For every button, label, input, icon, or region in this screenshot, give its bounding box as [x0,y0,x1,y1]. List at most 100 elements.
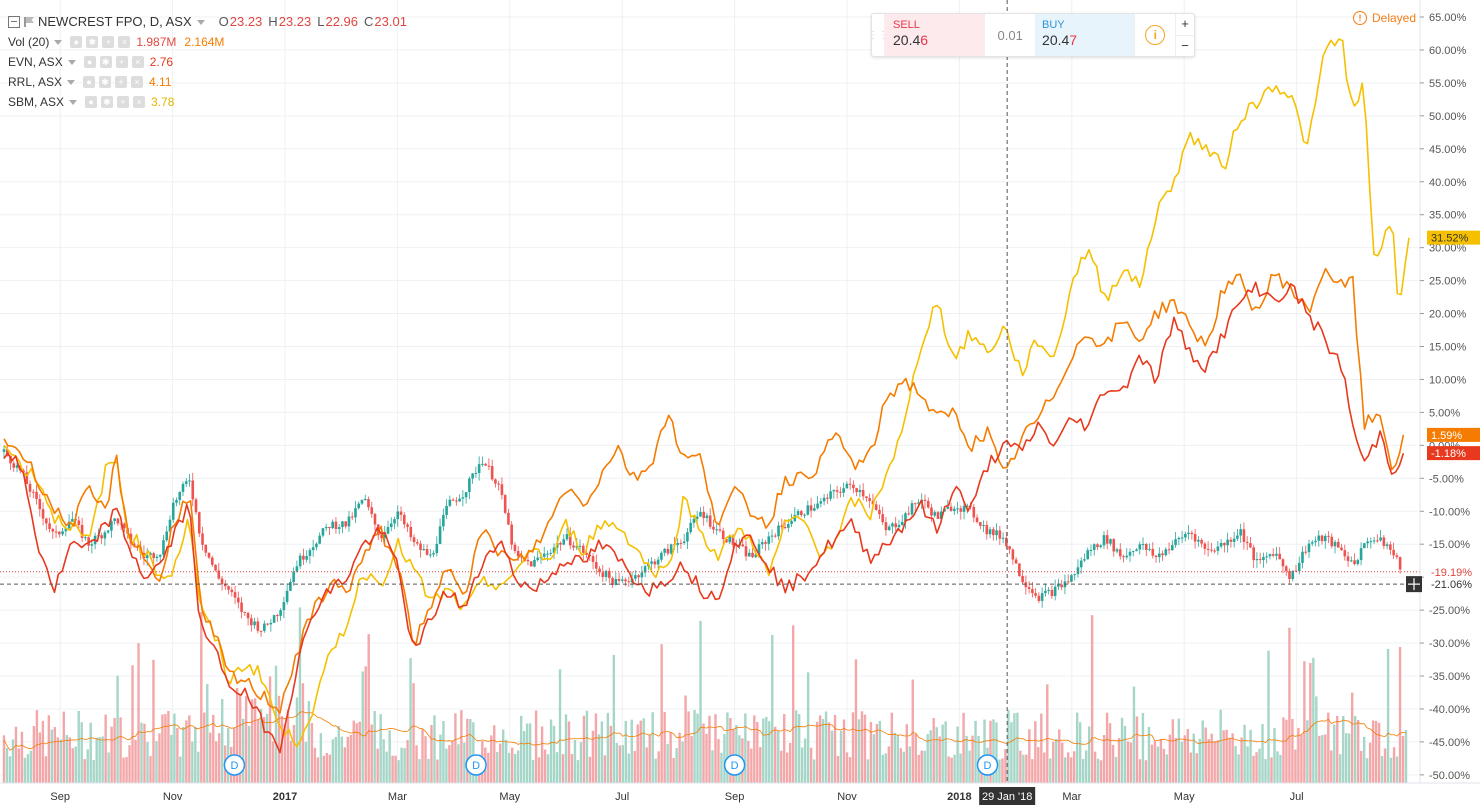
candle-body [1333,541,1337,547]
gear-icon[interactable]: ✱ [99,76,112,88]
minus-button[interactable]: − [1181,37,1189,53]
gear-icon[interactable]: ✱ [101,96,114,108]
indicator-name[interactable]: Vol (20) [8,35,50,49]
close-icon[interactable]: × [131,76,144,88]
candle-body [152,553,156,559]
volume-bar [173,713,176,783]
gear-icon[interactable]: ✱ [99,56,112,68]
candle-body [1216,546,1220,551]
add-icon[interactable]: + [102,36,115,48]
candle-body [1131,551,1135,553]
buy-button[interactable]: BUY 20.47 [1035,14,1135,56]
volume-bar [286,709,290,783]
drag-handle-icon[interactable]: ⋮⋮ [868,29,888,41]
volume-bar [708,715,711,783]
dividend-marker[interactable]: D [976,754,999,776]
eye-icon[interactable]: ● [83,56,96,68]
candle-body [718,529,722,531]
symbol-row[interactable]: NEWCREST FPO, D, ASX O 23.23 H 23.23 L 22.9… [8,12,407,32]
volume-bar [549,719,553,783]
indicator-row-volume[interactable]: Vol (20) ● ✱ + × 1.987M 2.164M [8,32,407,52]
volume-bar [702,723,705,783]
info-button[interactable]: i [1134,14,1175,56]
candle-body [686,532,689,542]
volume-bar [1010,722,1013,783]
delayed-status[interactable]: ! Delayed [1353,11,1416,25]
add-icon[interactable]: + [117,96,130,108]
close-icon[interactable]: × [118,36,131,48]
volume-bar [433,715,436,783]
candle-body [162,540,165,555]
dividend-marker[interactable]: D [223,754,246,776]
candle-body [282,602,286,611]
eye-icon[interactable]: ● [83,76,96,88]
volume-bar [908,746,911,783]
volume-bar [83,759,86,783]
candle-body [373,513,377,525]
chevron-down-icon[interactable] [69,99,78,105]
info-icon[interactable]: i [1145,25,1166,45]
chevron-down-icon[interactable] [54,39,63,45]
close-icon[interactable]: × [131,56,144,68]
add-icon[interactable]: + [115,76,128,88]
candle-body [204,544,208,553]
volume-bar [636,724,639,783]
volume-bar [53,727,57,783]
dividend-marker[interactable]: D [723,754,746,776]
candle-body [1171,545,1174,551]
indicator-row-sbm[interactable]: SBM, ASX ● ✱ + × 3.78 [8,92,407,112]
add-icon[interactable]: + [115,56,128,68]
collapse-icon[interactable] [8,16,20,28]
dividend-marker[interactable]: D [465,754,487,776]
indicator-row-rrl[interactable]: RRL, ASX ● ✱ + × 4.11 [8,72,407,92]
sell-button[interactable]: SELL 20.46 [884,14,986,56]
volume-bar [546,754,550,783]
candle-body [575,545,579,548]
chevron-down-icon[interactable] [67,59,76,65]
volume-bar [17,748,21,783]
volume-bar [337,726,341,783]
axis-tick-label: -25.00% [1429,605,1470,617]
candle-body [396,511,400,520]
volume-bar [723,733,726,783]
symbol-title[interactable]: NEWCREST FPO, D, ASX [38,14,192,29]
volume-bar [624,720,627,783]
candle-body [1086,550,1090,560]
candle-body [793,514,797,521]
indicator-name[interactable]: EVN, ASX [8,55,63,69]
candle-body [591,556,595,562]
candle-body [393,519,396,524]
volume-bar [561,754,565,783]
gear-icon[interactable]: ✱ [86,36,99,48]
current-value-bg [1427,427,1480,442]
volume-bar [1210,733,1213,783]
candle-body [507,512,510,525]
volume-bar [1046,684,1049,783]
volume-bar [1321,735,1324,783]
chevron-down-icon[interactable] [196,19,205,25]
candle-body [1265,556,1268,558]
candle-body [250,618,253,626]
volume-bar [1150,744,1154,783]
eye-icon[interactable]: ● [85,96,98,108]
chevron-down-icon[interactable] [67,79,76,85]
volume-bar [346,736,349,783]
eye-icon[interactable]: ● [70,36,83,48]
candle-body [1262,557,1265,561]
indicator-name[interactable]: SBM, ASX [8,95,65,109]
plus-button[interactable]: + [1176,14,1195,36]
close-icon[interactable]: × [133,96,146,108]
volume-bar [1075,712,1079,783]
volume-bar [791,625,795,783]
volume-bar [1246,746,1249,783]
volume-bar [463,742,466,783]
flag-icon[interactable] [24,17,34,27]
indicator-name[interactable]: RRL, ASX [8,75,63,89]
indicator-row-evn[interactable]: EVN, ASX ● ✱ + × 2.76 [8,52,407,72]
volume-bar [86,749,89,783]
volume-bar [1374,720,1378,783]
volume-bar [367,634,370,783]
candle-body [1118,549,1122,557]
candle-body [627,581,631,583]
